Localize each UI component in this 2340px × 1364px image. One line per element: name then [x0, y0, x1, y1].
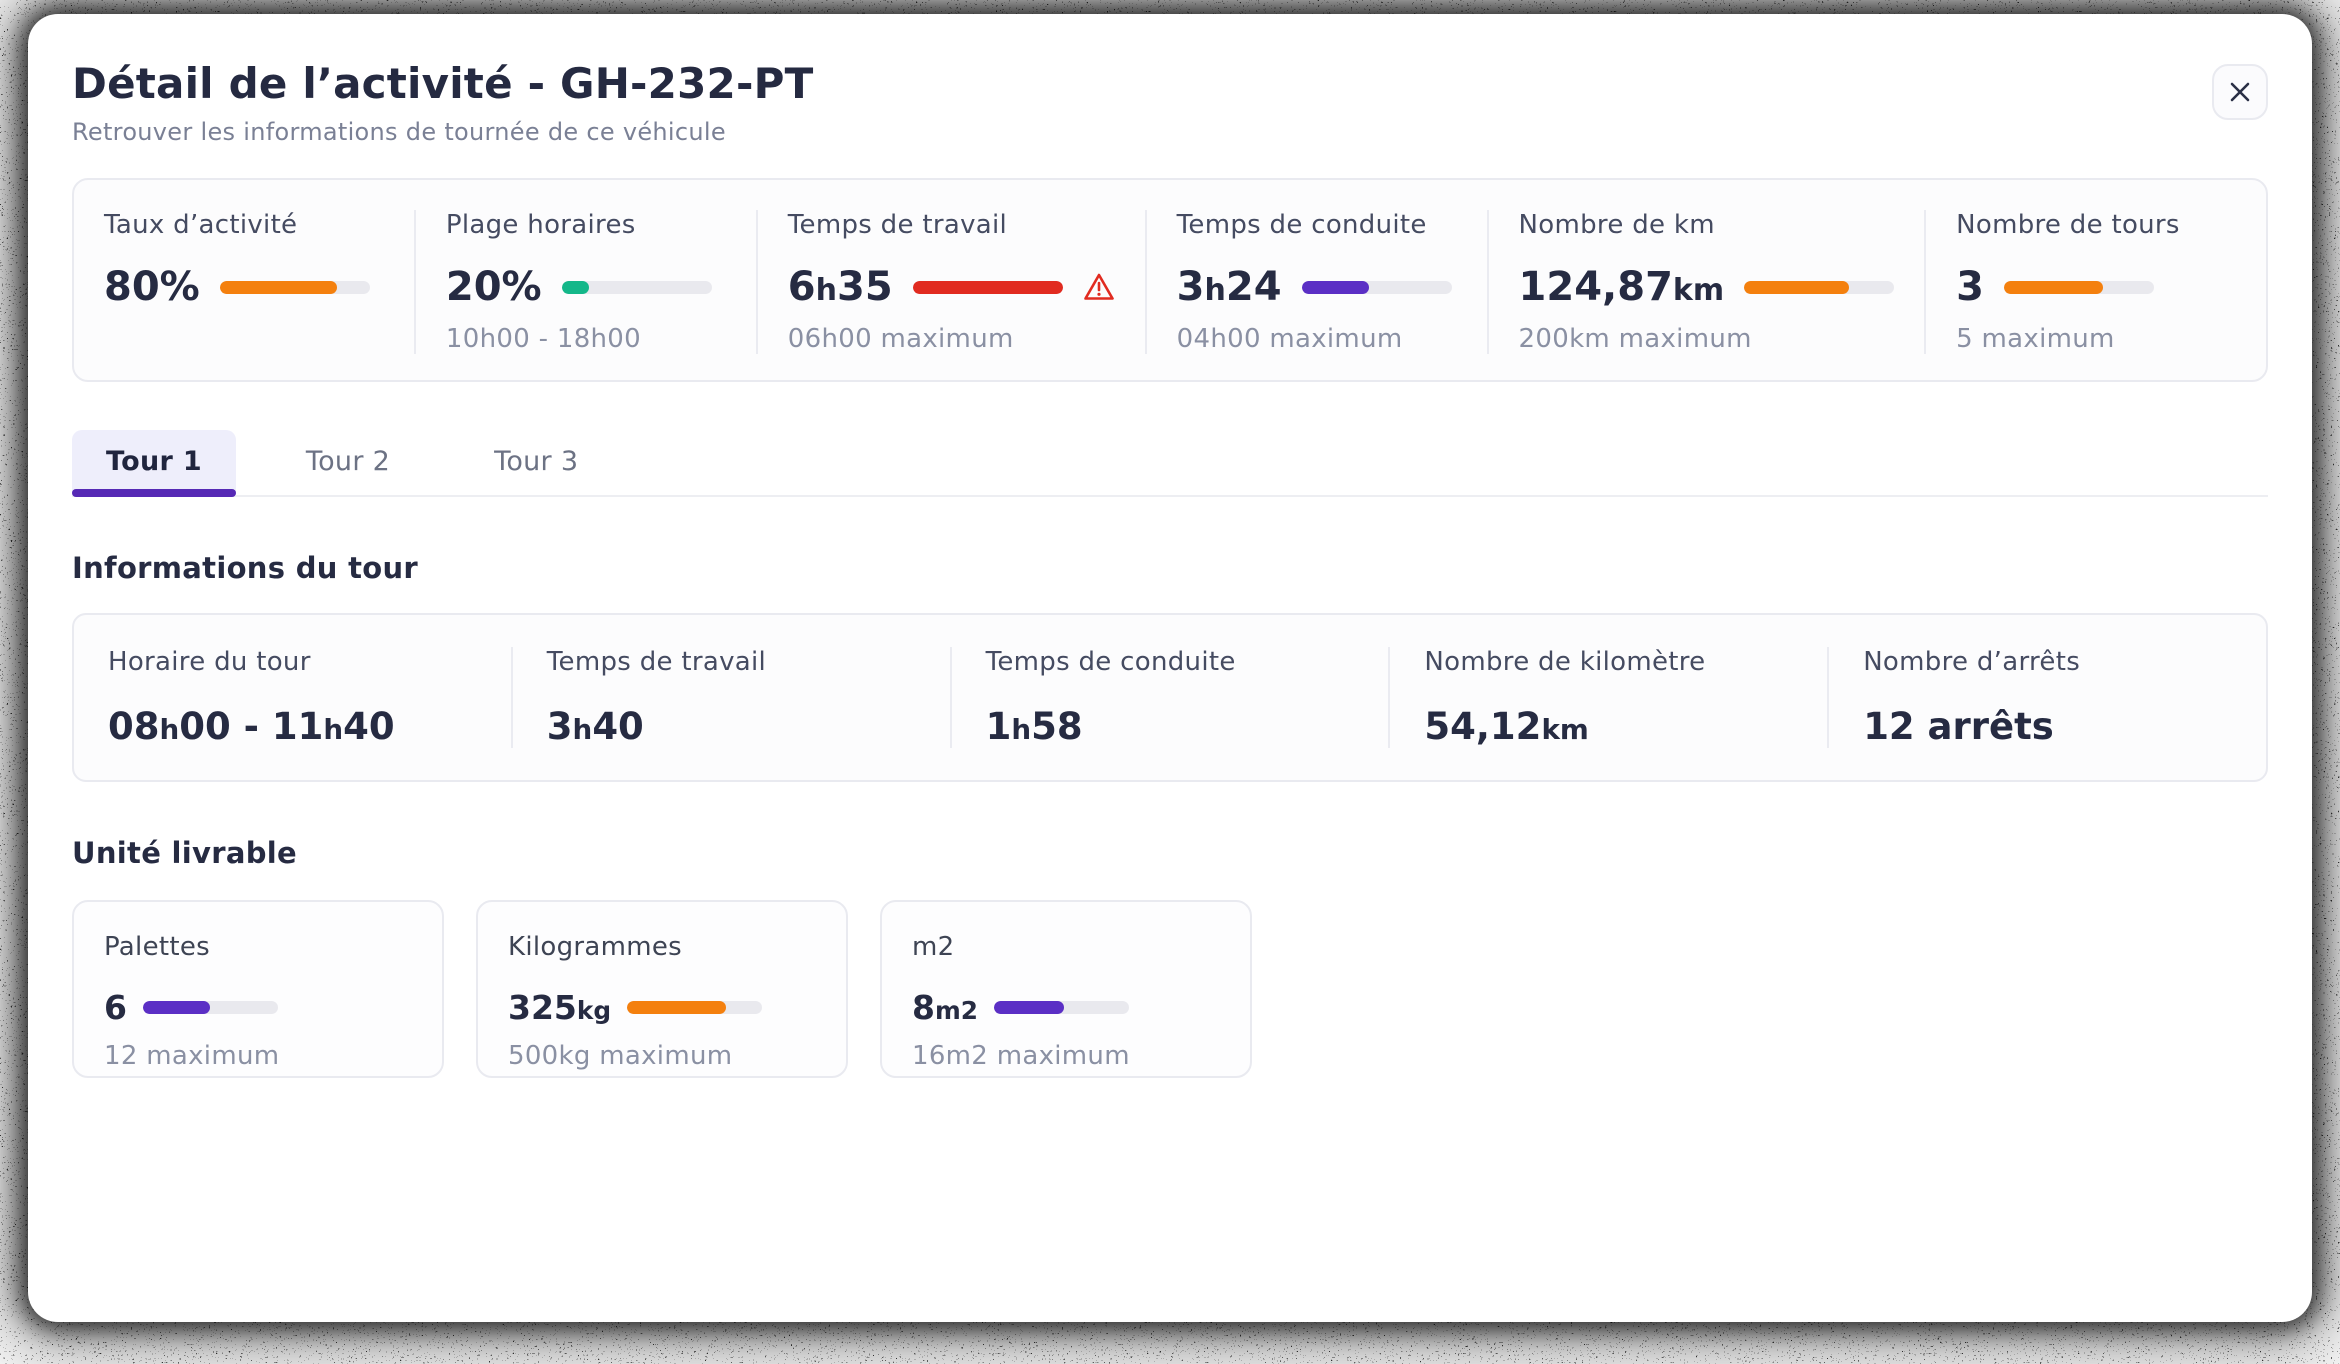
info-work-time: Temps de travail 3h40	[510, 647, 950, 749]
tour-info-card: Horaire du tour 08h00 - 11h40 Temps de t…	[72, 613, 2268, 783]
stat-progress-track	[912, 280, 1063, 294]
activity-detail-modal: Détail de l’activité - GH-232-PT Retrouv…	[28, 14, 2312, 1322]
tour-info-heading: Informations du tour	[72, 551, 419, 586]
stat-label: Nombre de km	[1518, 210, 1715, 241]
stat-label: Taux d’activité	[104, 210, 298, 241]
stat-label: Plage horaires	[445, 210, 636, 241]
stat-time-range: Plage horaires 20% 10h00 - 18h00	[413, 210, 756, 355]
tour-tabs: Tour 1 Tour 2 Tour 3	[72, 430, 2268, 498]
modal-header: Détail de l’activité - GH-232-PT Retrouv…	[72, 59, 2268, 147]
card-progress-fill	[142, 1001, 211, 1015]
stat-km-count: Nombre de km 124,87km 200km maximum	[1486, 210, 1925, 355]
stat-sub: 200km maximum	[1518, 324, 1752, 355]
card-value: 6	[104, 988, 127, 1028]
deliverable-card-kilogrammes: Kilogrammes 325kg 500kg maximum	[476, 900, 848, 1079]
stat-value: 124,87km	[1518, 264, 1725, 311]
info-value: 08h00 - 11h40	[108, 705, 395, 749]
card-progress-track	[142, 1001, 278, 1015]
stat-value: 6h35	[787, 264, 893, 311]
card-label: m2	[912, 932, 955, 963]
info-value: 1h58	[985, 705, 1083, 749]
card-progress-track	[627, 1001, 763, 1015]
info-label: Nombre d’arrêts	[1863, 647, 2081, 678]
stat-progress-track	[2003, 280, 2154, 294]
info-stop-count: Nombre d’arrêts 12 arrêts	[1827, 647, 2266, 749]
stat-value: 80%	[104, 264, 200, 311]
card-sub: 12 maximum	[104, 1041, 280, 1072]
info-value: 54,12km	[1424, 705, 1589, 749]
info-drive-time: Temps de conduite 1h58	[949, 647, 1389, 749]
info-tour-schedule: Horaire du tour 08h00 - 11h40	[74, 647, 511, 748]
stat-activity-rate: Taux d’activité 80%	[74, 210, 414, 354]
card-progress-track	[993, 1001, 1129, 1015]
tab-tour-1[interactable]: Tour 1	[72, 430, 236, 498]
stat-label: Temps de travail	[787, 210, 1008, 241]
tab-tour-3[interactable]: Tour 3	[494, 446, 579, 478]
info-label: Nombre de kilomètre	[1424, 647, 1706, 678]
vehicle-stats-bar: Taux d’activité 80% Plage horaires 20% 1…	[72, 178, 2268, 383]
deliverable-card-m2: m2 8m2 16m2 maximum	[880, 900, 1252, 1079]
stat-label: Nombre de tours	[1956, 210, 2180, 241]
stat-sub: 04h00 maximum	[1176, 324, 1403, 355]
info-label: Horaire du tour	[108, 647, 311, 678]
info-km-count: Nombre de kilomètre 54,12km	[1388, 647, 1827, 749]
stat-sub: 10h00 - 18h00	[445, 324, 641, 355]
info-label: Temps de travail	[546, 647, 767, 678]
stat-progress-track	[1744, 280, 1895, 294]
stat-drive-time: Temps de conduite 3h24 04h00 maximum	[1144, 210, 1487, 355]
stat-progress-track	[219, 280, 370, 294]
stat-value: 3	[1956, 264, 1984, 311]
stat-work-time: Temps de travail 6h35 06h00 maximum	[755, 210, 1145, 355]
stat-progress-fill	[561, 280, 589, 294]
stat-progress-fill	[912, 280, 1063, 294]
card-value: 325kg	[508, 988, 612, 1028]
stat-progress-fill	[1301, 280, 1370, 294]
modal-subtitle: Retrouver les informations de tournée de…	[72, 118, 726, 147]
card-progress-fill	[627, 1001, 726, 1015]
info-value: 3h40	[546, 705, 644, 749]
stat-progress-fill	[219, 280, 337, 294]
stat-progress-track	[1301, 280, 1452, 294]
stat-sub: 06h00 maximum	[787, 324, 1014, 355]
card-label: Kilogrammes	[508, 932, 683, 963]
deliverable-card-palettes: Palettes 6 12 maximum	[72, 900, 444, 1079]
stat-progress-fill	[2003, 280, 2103, 294]
deliverable-cards: Palettes 6 12 maximum Kilogrammes 325kg …	[72, 900, 2268, 1079]
modal-title: Détail de l’activité - GH-232-PT	[72, 59, 814, 108]
stat-value: 20%	[445, 264, 542, 311]
stat-sub: 5 maximum	[1956, 324, 2115, 355]
info-value: 12 arrêts	[1863, 705, 2054, 749]
tab-tour-2[interactable]: Tour 2	[305, 446, 391, 478]
card-sub: 500kg maximum	[508, 1041, 733, 1072]
modal-header-text: Détail de l’activité - GH-232-PT Retrouv…	[72, 59, 814, 147]
deliverable-heading: Unité livrable	[72, 836, 297, 871]
close-icon	[2230, 82, 2250, 102]
stat-progress-fill	[1744, 280, 1850, 294]
stat-label: Temps de conduite	[1176, 210, 1427, 241]
info-label: Temps de conduite	[985, 647, 1236, 678]
close-button[interactable]	[2212, 64, 2268, 120]
card-value: 8m2	[912, 988, 978, 1028]
card-progress-fill	[993, 1001, 1065, 1015]
stat-value: 3h24	[1176, 264, 1282, 311]
stat-sub	[104, 324, 384, 354]
stat-tour-count: Nombre de tours 3 5 maximum	[1924, 210, 2266, 355]
card-sub: 16m2 maximum	[912, 1041, 1130, 1072]
stat-progress-track	[561, 280, 712, 294]
card-label: Palettes	[104, 932, 210, 963]
warning-icon	[1083, 273, 1114, 301]
